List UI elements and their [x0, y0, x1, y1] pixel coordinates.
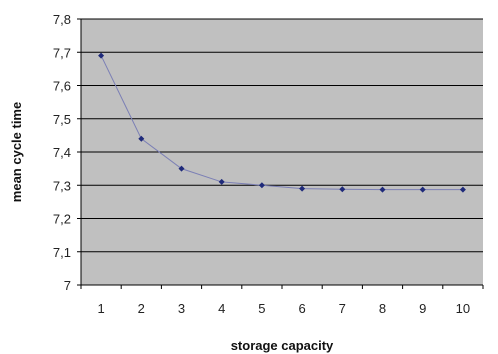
- y-tick-label: 7,2: [53, 212, 71, 227]
- x-tick-label: 1: [97, 301, 104, 316]
- y-tick-label: 7,7: [53, 45, 71, 60]
- y-tick-label: 7,8: [53, 12, 71, 27]
- x-tick-label: 6: [298, 301, 305, 316]
- data-point: [258, 182, 265, 189]
- data-point: [379, 186, 386, 193]
- y-axis-label: mean cycle time: [9, 102, 24, 202]
- x-tick-label: 3: [178, 301, 185, 316]
- x-tick-label: 4: [218, 301, 225, 316]
- y-tick-label: 7,4: [53, 145, 71, 160]
- x-axis-label: storage capacity: [231, 338, 334, 353]
- x-tick-label: 2: [138, 301, 145, 316]
- data-point: [138, 135, 145, 142]
- y-tick-label: 7,5: [53, 112, 71, 127]
- data-point: [419, 186, 426, 193]
- series-line: [100, 55, 463, 191]
- x-tick-label: 8: [379, 301, 386, 316]
- data-point: [339, 186, 346, 193]
- y-tick-label: 7,1: [53, 245, 71, 260]
- gridlines: [81, 18, 483, 253]
- data-point: [299, 185, 306, 192]
- x-tick-label: 9: [419, 301, 426, 316]
- y-tick-label: 7: [64, 278, 71, 293]
- y-tick-label: 7,3: [53, 178, 71, 193]
- y-axis-ticks: 7 7,1 7,2 7,3 7,4 7,5 7,6 7,7 7,8: [53, 12, 81, 293]
- x-tick-label: 10: [456, 301, 470, 316]
- x-axis-ticks: 1 2 3 4 5 6 7 8 9 10: [80, 285, 484, 316]
- data-point: [98, 52, 105, 59]
- series-group: [98, 52, 466, 193]
- x-tick-label: 7: [339, 301, 346, 316]
- data-point: [178, 165, 185, 172]
- data-point: [218, 178, 225, 185]
- data-point: [459, 186, 466, 193]
- x-tick-label: 5: [258, 301, 265, 316]
- y-tick-label: 7,6: [53, 79, 71, 94]
